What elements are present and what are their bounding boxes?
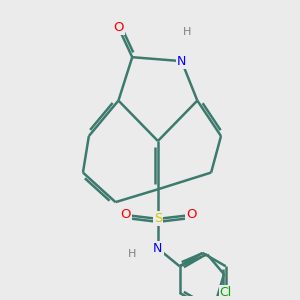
- Text: H: H: [128, 249, 136, 260]
- Text: S: S: [154, 212, 162, 225]
- Text: O: O: [186, 208, 197, 221]
- Text: N: N: [177, 55, 186, 68]
- Text: N: N: [153, 242, 163, 255]
- Text: O: O: [120, 208, 130, 221]
- Text: H: H: [183, 27, 192, 37]
- Text: Cl: Cl: [220, 286, 232, 299]
- Text: O: O: [113, 21, 124, 34]
